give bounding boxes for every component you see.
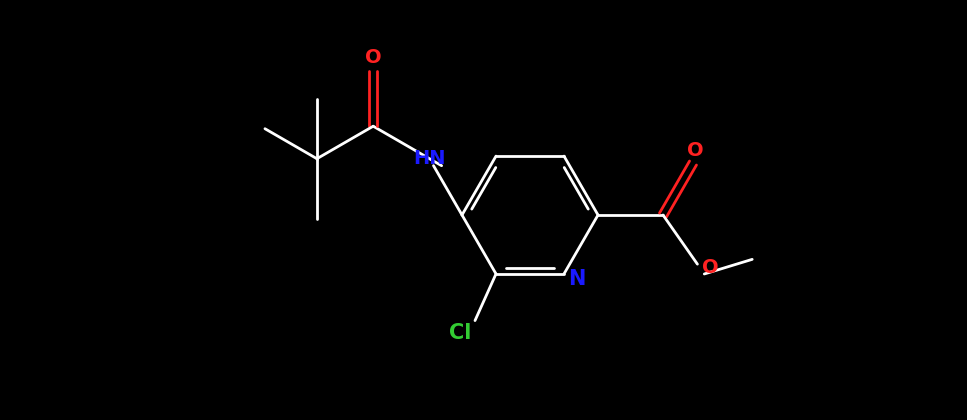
Text: O: O	[365, 48, 382, 67]
Text: O: O	[702, 257, 719, 277]
Text: Cl: Cl	[449, 323, 471, 343]
Text: HN: HN	[413, 149, 446, 168]
Text: N: N	[569, 269, 586, 289]
Text: O: O	[687, 141, 703, 160]
